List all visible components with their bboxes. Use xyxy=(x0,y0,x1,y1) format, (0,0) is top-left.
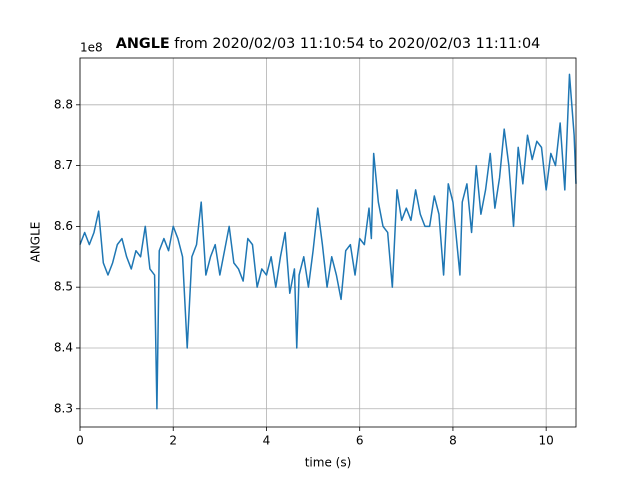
y-axis-label: ANGLE xyxy=(29,222,43,263)
y-tick-label: 8.3 xyxy=(54,401,73,415)
chart-title: ANGLE from 2020/02/03 11:10:54 to 2020/0… xyxy=(116,36,541,52)
y-tick-label: 8.7 xyxy=(54,158,73,172)
x-tick-label: 6 xyxy=(356,434,364,448)
title-range: from 2020/02/03 11:10:54 to 2020/02/03 1… xyxy=(174,36,540,52)
y-tick-label: 8.4 xyxy=(54,340,73,354)
x-tick-label: 2 xyxy=(169,434,177,448)
x-tick-label: 0 xyxy=(76,434,84,448)
data-line xyxy=(79,73,577,410)
plot-frame xyxy=(79,57,577,428)
y-tick-label: 8.5 xyxy=(54,280,73,294)
offset-label: 1e8 xyxy=(80,41,103,55)
y-tick-label: 8.8 xyxy=(54,97,73,111)
y-tick-label: 8.6 xyxy=(54,219,73,233)
x-tick-label: 8 xyxy=(449,434,457,448)
title-parameter: ANGLE xyxy=(116,36,170,52)
x-axis-label: time (s) xyxy=(305,456,352,470)
x-tick-label: 4 xyxy=(263,434,271,448)
x-tick-label: 10 xyxy=(539,434,554,448)
